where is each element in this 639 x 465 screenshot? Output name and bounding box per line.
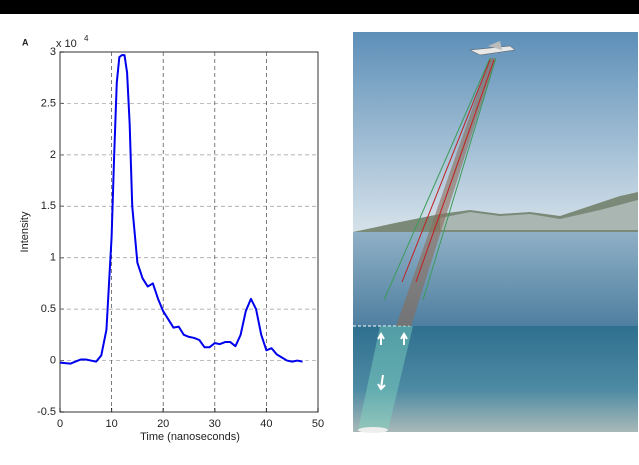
data-line [59,54,303,365]
footprint [358,427,388,433]
y-tick-label: 2 [50,149,56,161]
plot-frame [59,51,319,413]
y-tick-label: 3 [50,46,56,58]
y-multiplier-exponent: 4 [84,34,89,43]
ray [383,57,491,301]
y-tick-label: 2.5 [41,97,56,109]
x-tick-label: 40 [260,418,272,430]
ray [415,59,495,283]
y-tick-label: 0 [50,354,56,366]
water [353,232,638,326]
x-tick-label: 0 [57,418,63,430]
x-tick-label: 30 [209,418,221,430]
underwater [353,326,638,432]
top-bar [0,0,639,14]
x-tick-label: 10 [105,418,117,430]
y-tick-label: 1.5 [41,200,56,212]
ray [401,59,491,283]
ray [422,57,497,301]
y-tick-label: -0.5 [37,406,56,418]
sky [353,32,638,232]
x-tick-label: 20 [157,418,169,430]
y-tick-label: 0.5 [41,303,56,315]
y-axis-label: Intensity [19,211,31,252]
illustration [353,32,638,433]
snow [440,200,638,230]
x-tick-label: 50 [312,418,324,430]
airplane-wing [488,41,502,50]
x-axis-label: Time (nanoseconds) [140,431,240,443]
beam-underwater [358,326,413,430]
y-tick-label: 1 [50,252,56,264]
arrows [377,332,408,391]
panel-label: A [22,37,29,47]
y-multiplier: x 10 [56,38,77,50]
